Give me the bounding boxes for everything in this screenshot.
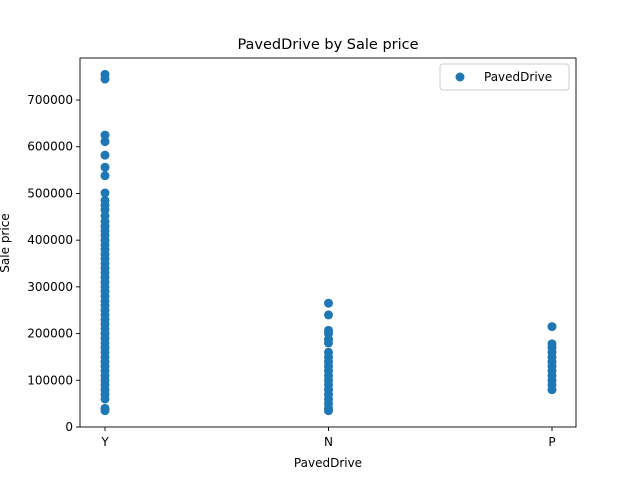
data-point [100,406,110,416]
x-tick-label: N [324,435,333,449]
y-tick-label: 500000 [27,186,73,200]
y-tick-label: 400000 [27,233,73,247]
data-point [100,130,110,140]
chart-title: PavedDrive by Sale price [237,37,418,53]
data-point [547,322,557,332]
legend: PavedDrive [439,63,570,91]
data-point [324,310,333,320]
y-tick-label: 300000 [27,280,73,294]
y-tick-label: 200000 [27,327,73,341]
x-tick-label: Y [100,435,109,449]
y-axis-label: Sale price [0,213,12,272]
data-point [100,162,110,172]
data-point [324,406,333,416]
data-point [100,171,110,181]
legend-marker [455,72,465,82]
plot-area: 0 100000 200000 300000 400000 500000 600000 700… [27,57,577,449]
x-axis-label: PavedDrive [294,456,362,470]
plot-frame [79,57,577,428]
x-tick-label: P [548,435,555,449]
data-point [100,150,110,160]
data-point [324,338,333,348]
data-point [547,385,557,395]
legend-box [439,63,570,91]
y-tick-label: 700000 [27,93,73,107]
data-point [100,188,110,198]
y-tick-label: 100000 [27,373,73,387]
legend-label: PavedDrive [484,70,552,84]
data-point [100,394,110,404]
data-point [324,298,333,308]
data-point [100,137,110,147]
data-point [100,74,110,84]
y-tick-label: 0 [65,420,73,434]
y-tick-label: 600000 [27,140,73,154]
